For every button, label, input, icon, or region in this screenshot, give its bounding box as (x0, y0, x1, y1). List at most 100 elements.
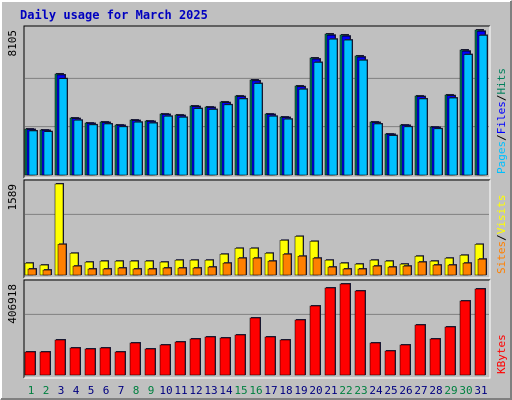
bar (88, 124, 98, 176)
bar (384, 350, 396, 376)
panel-bevel-dark (23, 179, 490, 278)
bar (312, 257, 322, 276)
bar (144, 348, 156, 376)
bar (43, 131, 53, 176)
bar (163, 116, 173, 176)
bar (204, 336, 216, 376)
bar (72, 265, 82, 276)
x-tick-label: 13 (204, 384, 217, 397)
bar (462, 262, 472, 276)
panel-bevel-light (24, 26, 491, 179)
bar (223, 104, 233, 176)
bar (177, 267, 187, 276)
bar (103, 123, 113, 176)
bar (354, 290, 366, 376)
bar (448, 97, 458, 176)
bar (117, 267, 127, 276)
bar (87, 268, 97, 276)
x-tick-label: 21 (324, 384, 337, 397)
panel-bevel-dark (23, 279, 490, 378)
bar (313, 62, 323, 176)
x-tick-label: 22 (339, 384, 352, 397)
bar (459, 300, 471, 376)
bar (148, 122, 158, 176)
legend: Pages/Files/Hits (495, 68, 508, 174)
bar (328, 38, 338, 176)
y-max-label: 8105 (6, 30, 19, 57)
x-tick-label: 17 (264, 384, 277, 397)
bar (162, 267, 172, 276)
bar (444, 326, 456, 376)
x-tick-label: 27 (414, 384, 427, 397)
bar (207, 266, 217, 276)
panel-bevel-light (24, 280, 491, 379)
bar (159, 344, 171, 376)
bar (54, 339, 66, 376)
bar (343, 39, 353, 176)
bar (279, 339, 291, 376)
x-tick-label: 10 (159, 384, 172, 397)
bar (309, 305, 321, 376)
x-tick-label: 19 (294, 384, 307, 397)
bar (433, 128, 443, 176)
x-tick-label: 5 (88, 384, 95, 397)
bar (73, 120, 83, 176)
bar (189, 338, 201, 376)
bar (369, 342, 381, 376)
bar (28, 130, 38, 176)
bar (267, 260, 277, 276)
panel-bevel-dark (23, 25, 490, 178)
chart-title: Daily usage for March 2025 (20, 8, 208, 22)
bar (58, 78, 68, 176)
bar (24, 351, 36, 376)
bar (357, 268, 367, 276)
legend-separator: / (495, 234, 508, 241)
bar (178, 117, 188, 176)
x-tick-label: 18 (279, 384, 292, 397)
bar (282, 253, 292, 276)
bar (27, 268, 37, 276)
bar (388, 135, 398, 176)
bar (294, 319, 306, 376)
bar (253, 83, 263, 176)
bar (42, 269, 52, 276)
bar (283, 118, 293, 176)
bar (193, 108, 203, 176)
legend-entry: Visits (495, 195, 508, 235)
bar (118, 126, 128, 176)
bar (432, 264, 442, 276)
legend: Sites/Visits (495, 195, 508, 275)
legend-entry: KBytes (495, 334, 508, 374)
bar (298, 89, 308, 176)
bar (147, 268, 157, 276)
legend-entry: Sites (495, 241, 508, 274)
bar (114, 351, 126, 376)
x-tick-label: 26 (399, 384, 412, 397)
bar (372, 265, 382, 276)
bar (208, 109, 218, 176)
x-tick-label: 9 (148, 384, 155, 397)
bar (84, 348, 96, 376)
legend-entry: Files (495, 101, 508, 134)
bar (264, 336, 276, 376)
x-tick-label: 25 (384, 384, 397, 397)
bar (174, 341, 186, 376)
bar (402, 265, 412, 276)
bar (358, 60, 368, 176)
bar (249, 317, 261, 376)
y-max-label: 1589 (6, 184, 19, 211)
x-tick-label: 14 (219, 384, 233, 397)
x-tick-label: 12 (189, 384, 202, 397)
x-tick-label: 3 (58, 384, 65, 397)
x-tick-label: 30 (459, 384, 472, 397)
bar (399, 344, 411, 376)
bar (414, 324, 426, 376)
bar (238, 98, 248, 176)
bar (222, 262, 232, 276)
bar (327, 266, 337, 276)
bar (39, 351, 51, 376)
legend-separator: / (495, 95, 508, 102)
panel-bevel-light (24, 180, 491, 279)
